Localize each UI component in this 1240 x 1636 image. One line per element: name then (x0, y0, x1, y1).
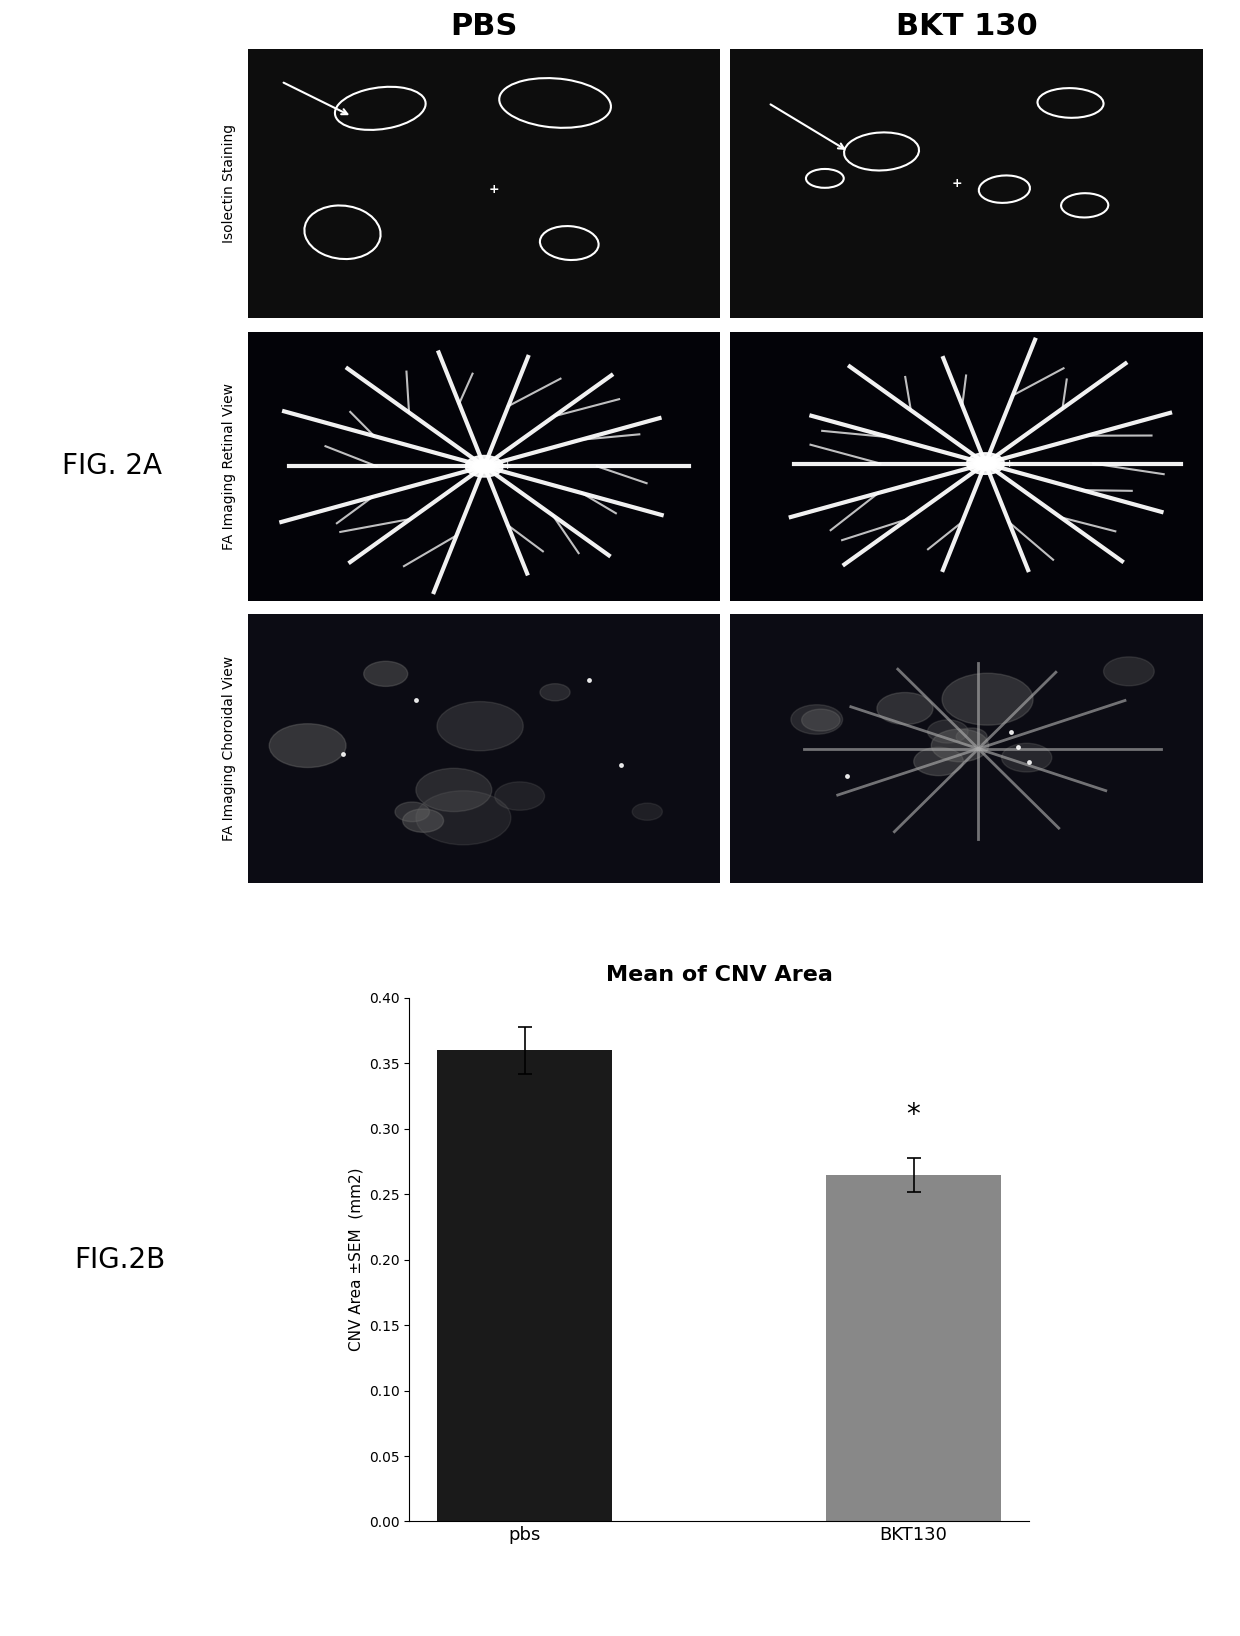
Circle shape (415, 769, 492, 811)
Circle shape (967, 453, 1004, 474)
Circle shape (436, 702, 523, 751)
Circle shape (539, 684, 570, 700)
Text: FIG.2B: FIG.2B (74, 1245, 166, 1274)
Circle shape (465, 455, 503, 478)
Text: Isolectin Staining: Isolectin Staining (222, 124, 236, 244)
Text: FIG. 2A: FIG. 2A (62, 452, 162, 481)
Text: +: + (503, 461, 512, 471)
Circle shape (472, 460, 496, 473)
Circle shape (1002, 743, 1052, 772)
Bar (438, 1050, 613, 1521)
Circle shape (928, 720, 968, 743)
Title: Mean of CNV Area: Mean of CNV Area (606, 965, 832, 985)
Text: +: + (1004, 458, 1014, 468)
Circle shape (1104, 658, 1154, 685)
Circle shape (942, 674, 1033, 725)
Circle shape (956, 728, 987, 746)
Circle shape (877, 692, 932, 725)
Y-axis label: CNV Area ±SEM  (mm2): CNV Area ±SEM (mm2) (348, 1168, 363, 1351)
Text: *: * (906, 1101, 920, 1129)
Circle shape (973, 456, 997, 470)
Circle shape (791, 705, 843, 735)
Circle shape (269, 723, 346, 767)
Circle shape (415, 790, 511, 844)
Text: +: + (489, 183, 498, 196)
Text: +: + (952, 177, 962, 190)
Circle shape (403, 808, 444, 833)
Circle shape (931, 730, 988, 762)
Text: FA Imaging Retinal View: FA Imaging Retinal View (222, 383, 236, 550)
Circle shape (363, 661, 408, 687)
Text: BKT 130: BKT 130 (895, 11, 1038, 41)
Circle shape (396, 802, 429, 821)
Circle shape (632, 803, 662, 820)
Circle shape (914, 748, 963, 775)
Circle shape (802, 708, 839, 731)
Bar (826, 1175, 1001, 1521)
Text: PBS: PBS (450, 11, 518, 41)
Text: FA Imaging Choroidal View: FA Imaging Choroidal View (222, 656, 236, 841)
Circle shape (495, 782, 544, 810)
